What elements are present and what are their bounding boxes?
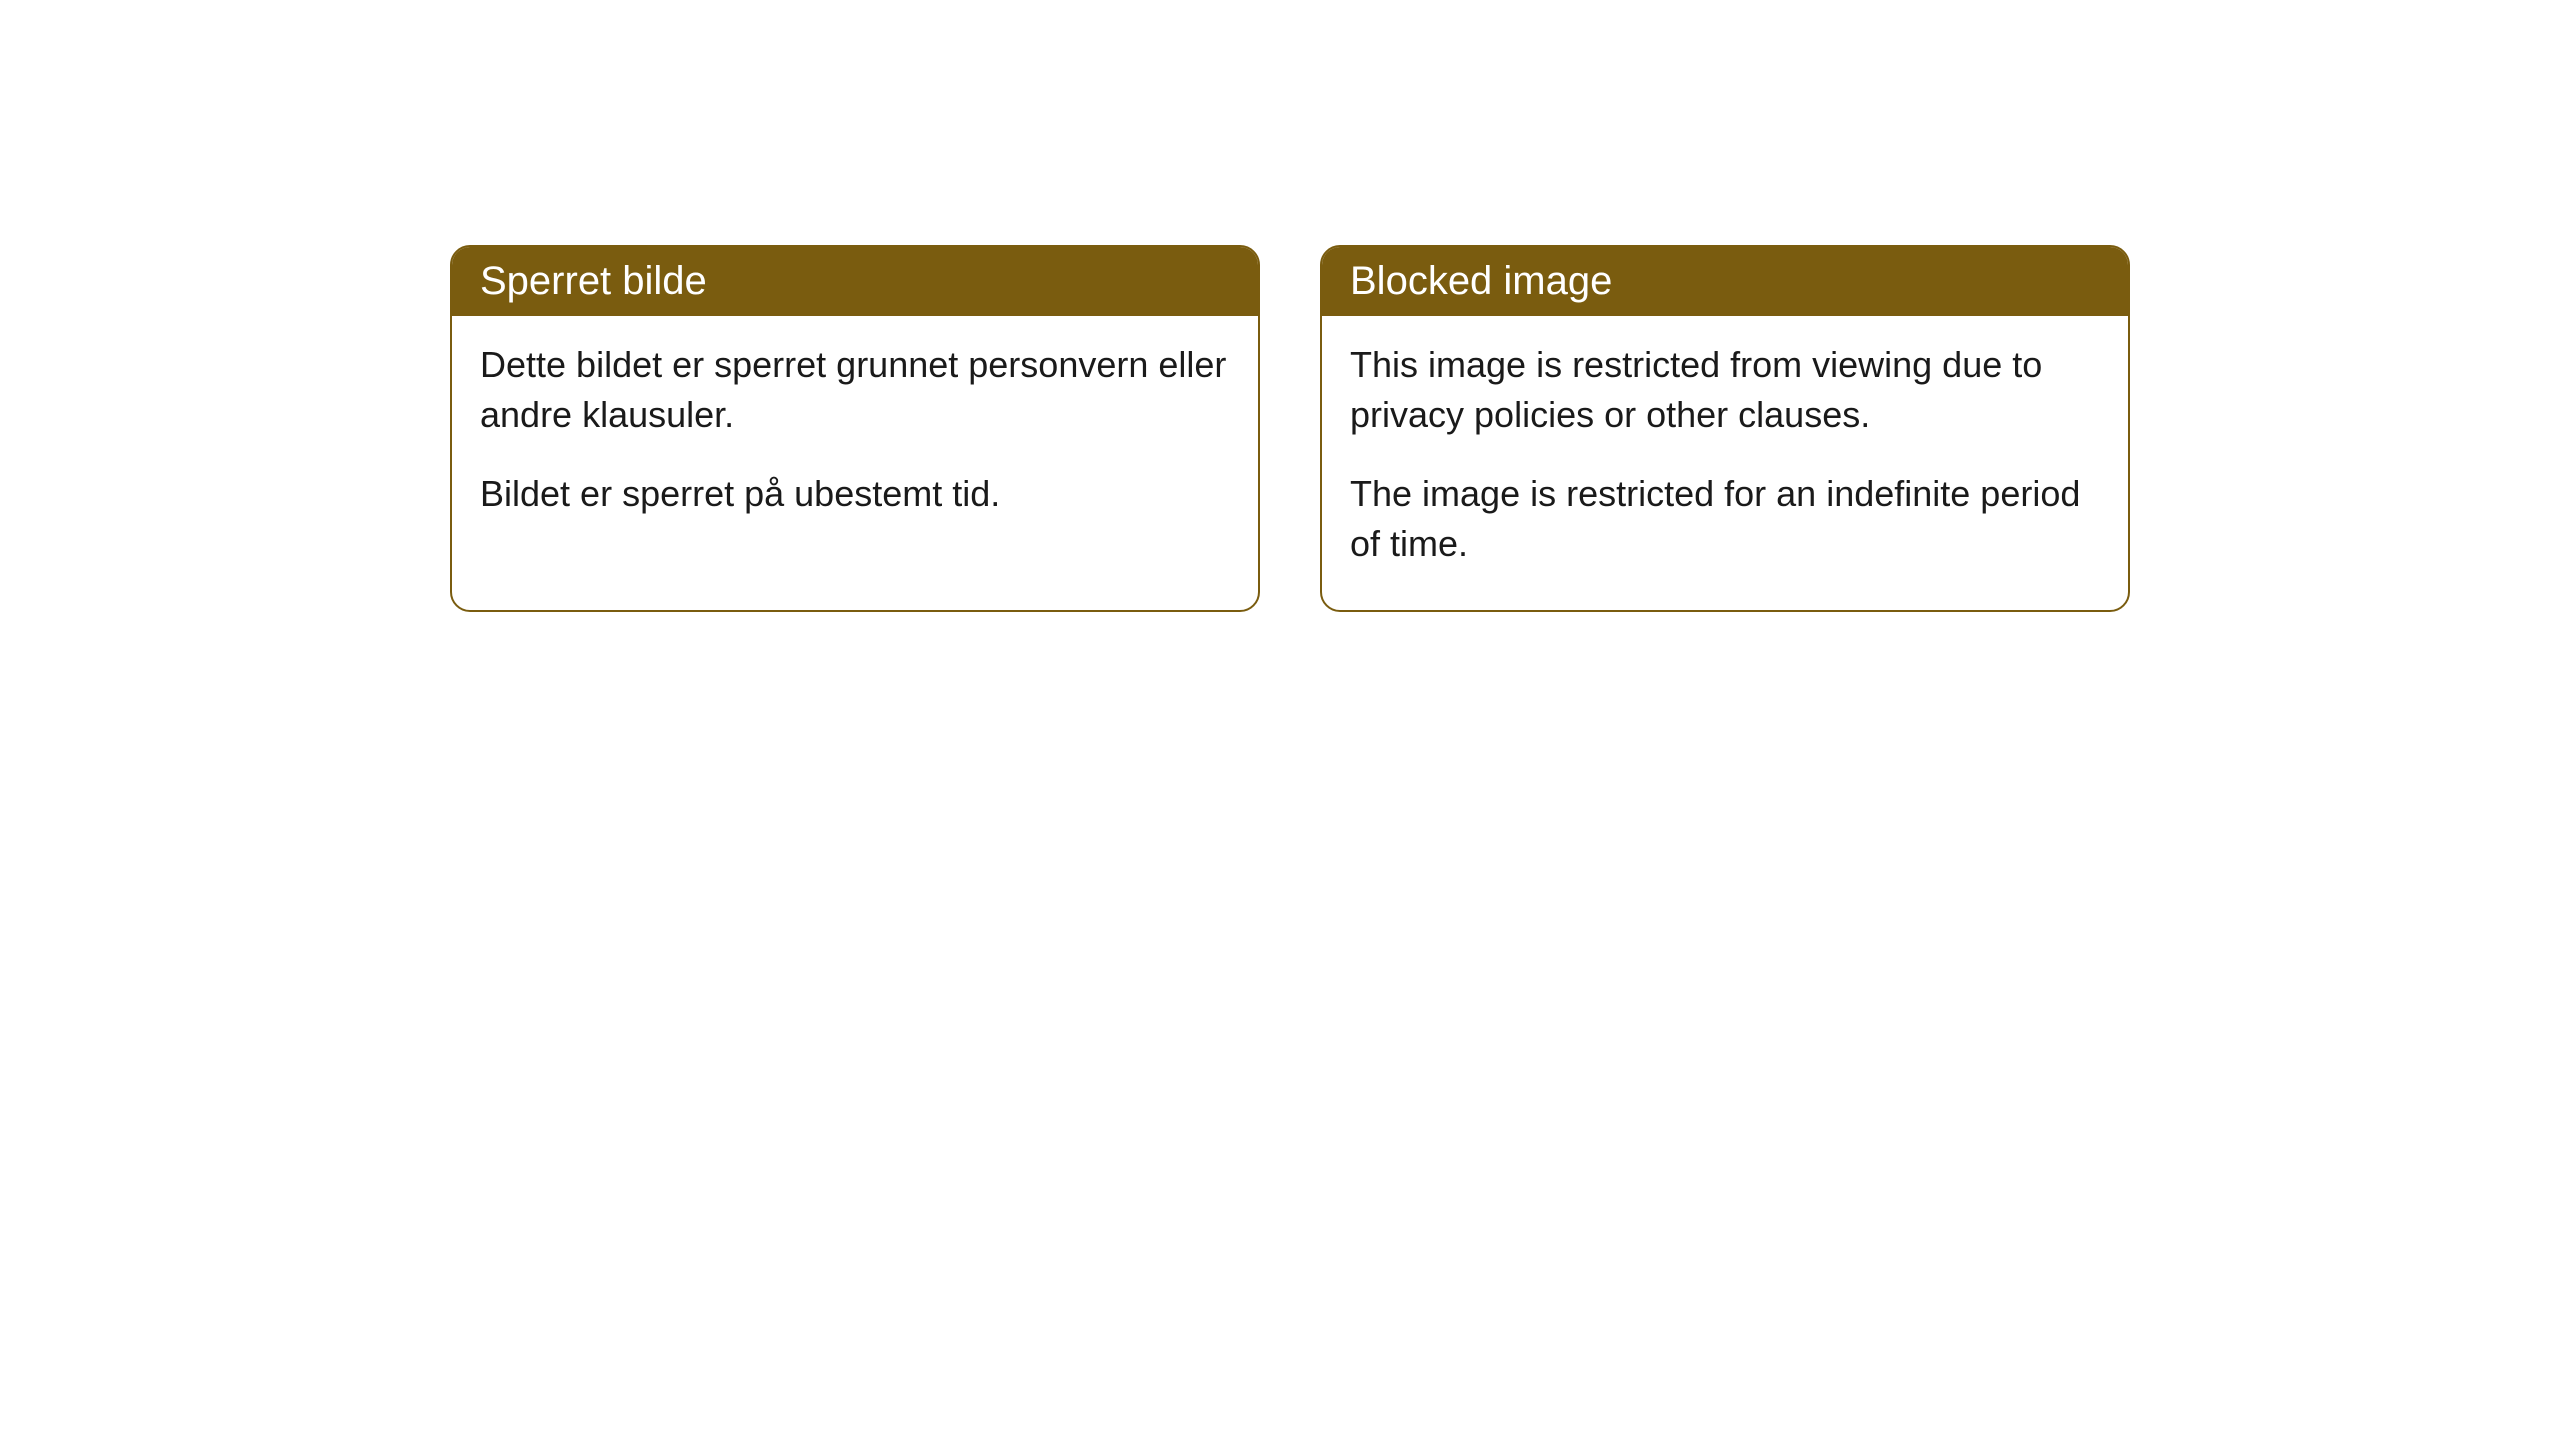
card-paragraph: Bildet er sperret på ubestemt tid.: [480, 469, 1230, 519]
card-paragraph: This image is restricted from viewing du…: [1350, 340, 2100, 441]
notice-card-norwegian: Sperret bilde Dette bildet er sperret gr…: [450, 245, 1260, 612]
card-header: Blocked image: [1322, 247, 2128, 316]
card-paragraph: The image is restricted for an indefinit…: [1350, 469, 2100, 570]
card-title: Blocked image: [1350, 259, 1612, 303]
card-body: Dette bildet er sperret grunnet personve…: [452, 316, 1258, 559]
notice-card-english: Blocked image This image is restricted f…: [1320, 245, 2130, 612]
card-title: Sperret bilde: [480, 259, 707, 303]
card-paragraph: Dette bildet er sperret grunnet personve…: [480, 340, 1230, 441]
card-body: This image is restricted from viewing du…: [1322, 316, 2128, 610]
card-header: Sperret bilde: [452, 247, 1258, 316]
notice-container: Sperret bilde Dette bildet er sperret gr…: [0, 0, 2560, 612]
